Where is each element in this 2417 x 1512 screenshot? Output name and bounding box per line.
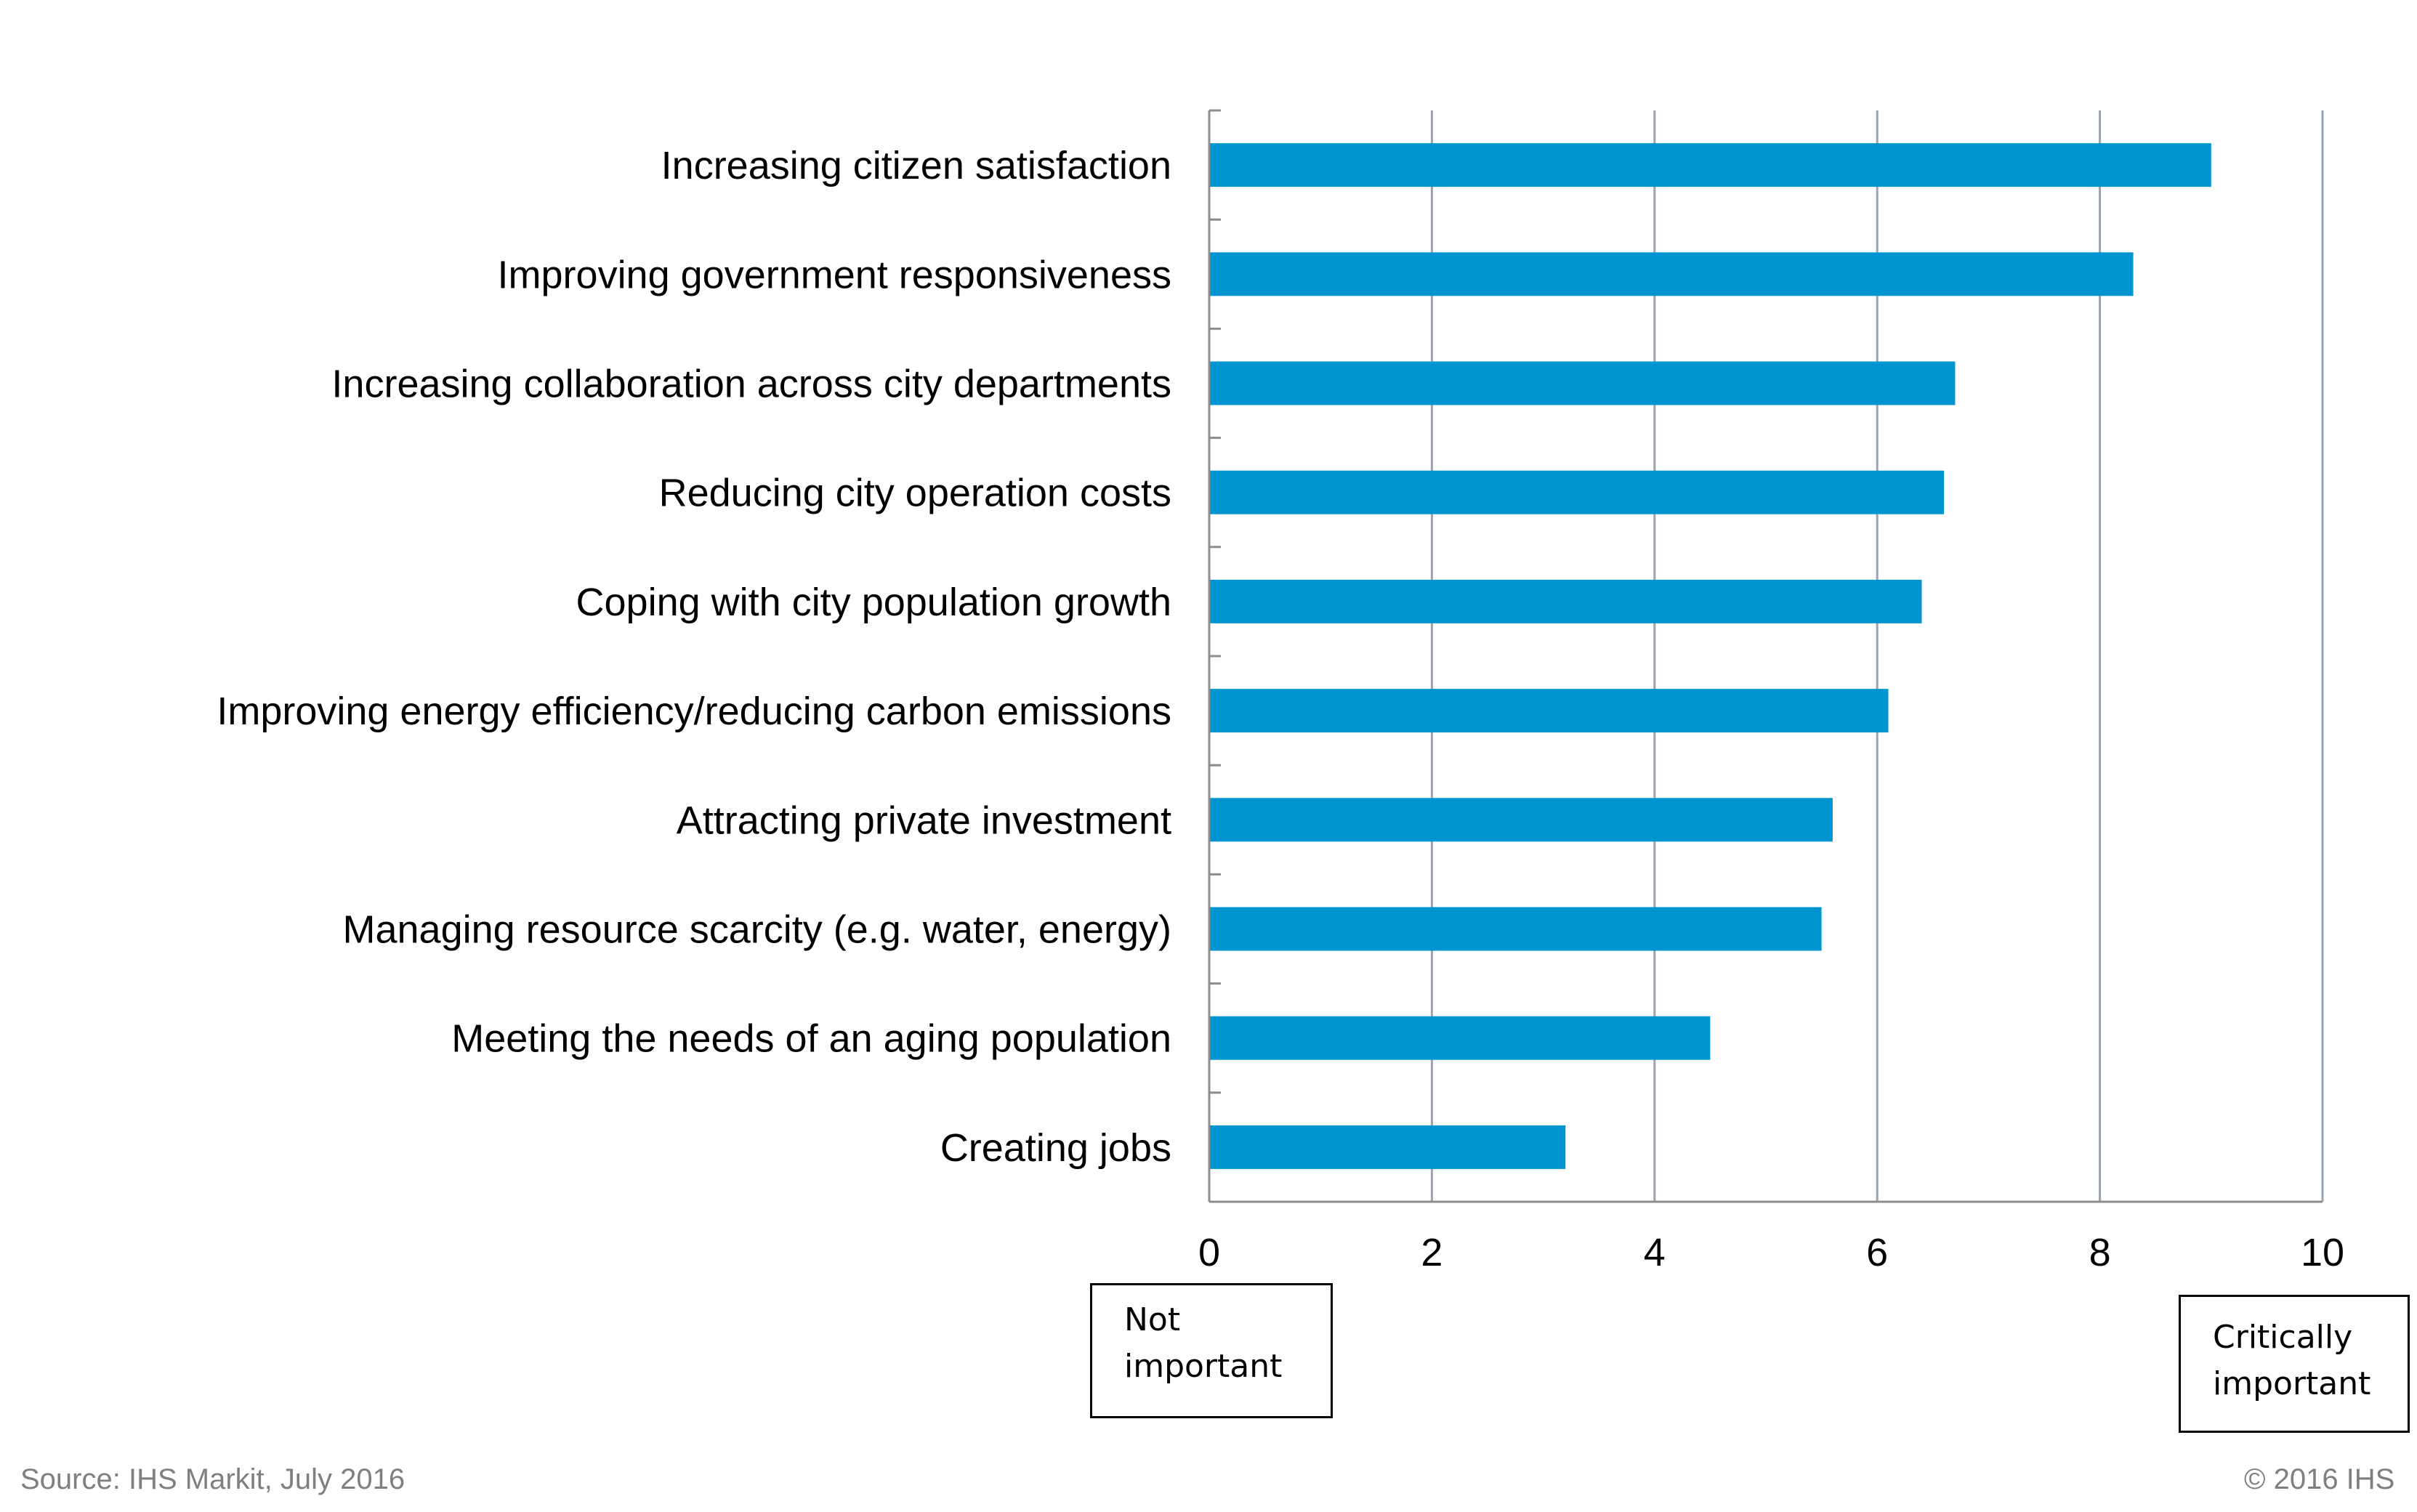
category-labels: Increasing citizen satisfaction Improving… [217,144,1171,1170]
x-tick-label: 10 [2301,1231,2344,1274]
bar [1209,1125,1566,1169]
scale-note-low-line-2: important [1124,1348,1283,1385]
category-label: Increasing collaboration across city dep… [331,363,1171,406]
category-label: Increasing citizen satisfaction [661,144,1171,187]
bar [1209,1016,1711,1060]
copyright-note: © 2016 IHS [2244,1463,2395,1495]
bar [1209,361,1956,405]
category-label: Creating jobs [940,1126,1171,1170]
source-note: Source: IHS Markit, July 2016 [20,1463,405,1495]
bars [1209,143,2211,1169]
category-label: Meeting the needs of an aging population [451,1017,1171,1061]
bar [1209,470,1945,514]
category-label: Improving energy efficiency/reducing car… [217,690,1171,733]
category-label: Coping with city population growth [576,581,1171,624]
x-tick-label: 6 [1866,1231,1888,1274]
bar [1209,252,2134,296]
x-tick-label: 4 [1644,1231,1666,1274]
x-tick-label: 2 [1421,1231,1442,1274]
scale-note-low: Not important [1090,1283,1333,1418]
scale-note-high-line-2: important [2213,1365,2371,1402]
bar [1209,907,1822,951]
scale-note-low-line-1: Not [1124,1301,1181,1338]
axes [1208,109,2323,1203]
bar [1209,579,1922,623]
tick-labels: 0 2 4 6 8 10 [1198,1231,2344,1274]
scale-note-high-line-1: Critically [2213,1319,2353,1356]
category-label: Reducing city operation costs [659,472,1171,515]
scale-note-high: Critically important [2179,1295,2410,1433]
category-label: Improving government responsiveness [498,253,1171,296]
bar [1209,689,1889,733]
category-label: Attracting private investment [677,799,1171,842]
category-label: Managing resource scarcity (e.g. water, … [342,908,1171,952]
x-tick-label: 0 [1198,1231,1220,1274]
x-tick-label: 8 [2089,1231,2111,1274]
bar [1209,798,1833,842]
bar [1209,143,2211,187]
